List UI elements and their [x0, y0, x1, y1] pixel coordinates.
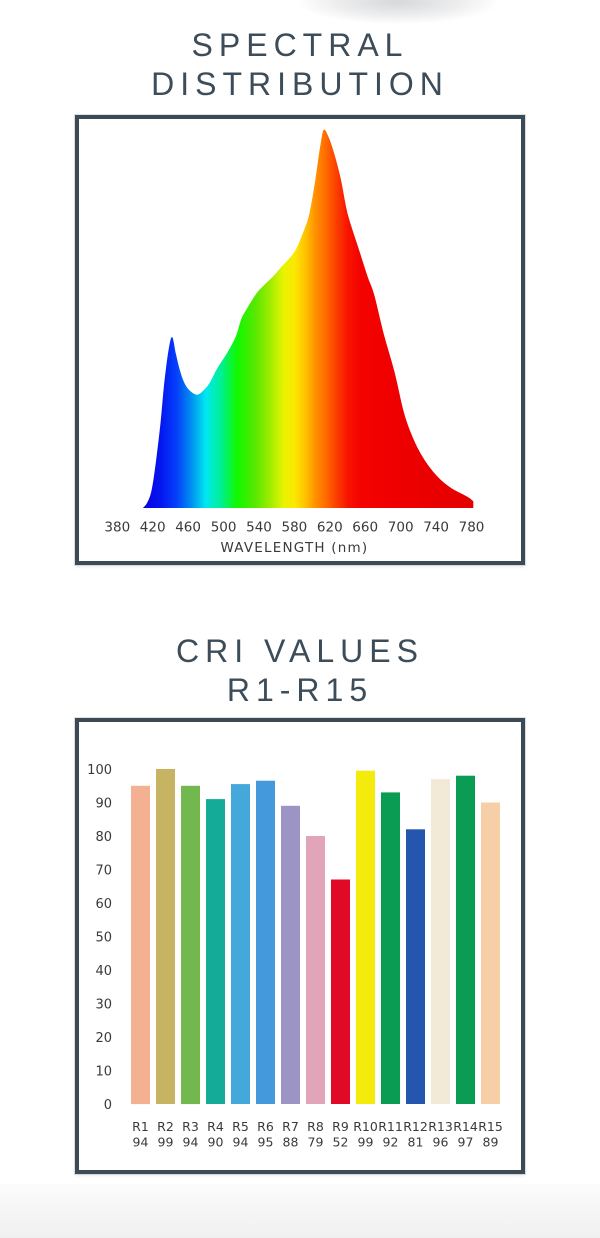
cri-title: CRI VALUES R1-R15 [0, 632, 600, 710]
wavelength-tick-label: 420 [140, 520, 166, 536]
cri-bar-name-label: R14 [453, 1119, 478, 1134]
cri-bar-name-label: R3 [182, 1119, 199, 1134]
cri-bar-value-label: 81 [408, 1135, 424, 1150]
spectral-title-line2: DISTRIBUTION [151, 66, 449, 102]
cri-bar-name-label: R1 [132, 1119, 149, 1134]
cri-y-tick-label: 60 [95, 897, 112, 912]
wavelength-tick-label: 700 [388, 520, 414, 536]
cri-bar-R4 [206, 799, 225, 1104]
cri-bar-name-label: R5 [232, 1119, 249, 1134]
cri-bar-name-label: R11 [378, 1119, 403, 1134]
wavelength-tick-label: 460 [175, 520, 201, 536]
cri-y-tick-label: 40 [95, 964, 112, 979]
cri-bar-chart: 0102030405060708090100R194R299R394R490R5… [87, 763, 503, 1150]
cri-bar-value-label: 94 [183, 1135, 199, 1150]
cri-bar-name-label: R9 [332, 1119, 349, 1134]
cri-bar-R8 [306, 836, 325, 1104]
cri-bar-name-label: R12 [403, 1119, 428, 1134]
cri-bar-R5 [231, 784, 250, 1104]
cri-bar-name-label: R2 [157, 1119, 174, 1134]
cri-bar-value-label: 94 [133, 1135, 149, 1150]
cri-bar-name-label: R6 [257, 1119, 274, 1134]
cri-y-tick-label: 20 [95, 1031, 112, 1046]
cri-bar-name-label: R15 [478, 1119, 503, 1134]
cri-bar-value-label: 52 [333, 1135, 349, 1150]
cri-bar-value-label: 99 [158, 1135, 174, 1150]
cri-y-tick-label: 30 [95, 997, 112, 1012]
cri-bar-value-label: 95 [258, 1135, 274, 1150]
cri-y-tick-label: 0 [104, 1098, 112, 1113]
wavelength-tick-label: 540 [246, 520, 272, 536]
spectral-title-line1: SPECTRAL [191, 27, 409, 63]
cri-y-tick-label: 70 [95, 863, 112, 878]
cri-bar-R9 [331, 879, 350, 1104]
cri-bar-value-label: 79 [308, 1135, 324, 1150]
wavelength-tick-label: 780 [459, 520, 485, 536]
cri-bar-value-label: 99 [358, 1135, 374, 1150]
cri-title-line2: R1-R15 [226, 672, 374, 708]
cri-bar-R2 [156, 769, 175, 1104]
cri-y-tick-label: 80 [95, 830, 112, 845]
cri-bar-R14 [456, 775, 475, 1104]
cri-bar-name-label: R4 [207, 1119, 224, 1134]
cri-bar-value-label: 89 [483, 1135, 499, 1150]
cri-bar-R13 [431, 779, 450, 1104]
cri-y-tick-label: 50 [95, 930, 112, 945]
bottom-band [0, 1184, 600, 1238]
cri-bar-name-label: R10 [353, 1119, 378, 1134]
cri-bar-value-label: 96 [433, 1135, 449, 1150]
cri-bar-R1 [131, 785, 150, 1105]
cri-title-line1: CRI VALUES [176, 633, 424, 669]
cri-chart-frame: 0 10 20 30 40 50 60 70 80 90 100 R1 94 R2 99 R3 94 R4 90 R5… [75, 718, 525, 1174]
wavelength-tick-label: 580 [282, 520, 308, 536]
wavelength-tick-label: 620 [317, 520, 343, 536]
wavelength-tick-label: 740 [423, 520, 449, 536]
cri-bar-value-label: 92 [383, 1135, 399, 1150]
cri-bar-R6 [256, 780, 275, 1104]
cri-y-tick-label: 100 [87, 763, 112, 778]
spectral-title: SPECTRAL DISTRIBUTION [0, 26, 600, 104]
wavelength-tick-label: 380 [104, 520, 130, 536]
cri-bar-R3 [181, 785, 200, 1105]
cri-bar-value-label: 97 [458, 1135, 474, 1150]
wavelength-axis-label: WAVELENGTH (nm) [220, 540, 368, 556]
cri-bar-value-label: 94 [233, 1135, 249, 1150]
top-edge-shadow [298, 0, 498, 24]
cri-y-tick-label: 10 [95, 1064, 112, 1079]
wavelength-tick-label: 500 [211, 520, 237, 536]
cri-bar-value-label: 88 [283, 1135, 299, 1150]
spectral-chart-frame: 380 420 460 500 540 580 620 660 700 740 780 WAVELEN… [75, 115, 525, 565]
cri-bar-R7 [281, 805, 300, 1104]
cri-bar-name-label: R7 [282, 1119, 299, 1134]
cri-bar-name-label: R13 [428, 1119, 453, 1134]
cri-bar-R11 [381, 792, 400, 1104]
cri-y-tick-label: 90 [95, 796, 112, 811]
spectral-distribution-chart: 380 420 460 500 540 580 620 660 700 740 780 WAVELEN… [104, 129, 485, 556]
spectral-curve-area [143, 129, 474, 508]
cri-bar-R15 [481, 802, 500, 1104]
wavelength-tick-label: 660 [352, 520, 378, 536]
cri-bar-R12 [406, 829, 425, 1104]
cri-bar-value-label: 90 [208, 1135, 224, 1150]
cri-bar-R10 [356, 770, 375, 1104]
cri-bar-name-label: R8 [307, 1119, 324, 1134]
